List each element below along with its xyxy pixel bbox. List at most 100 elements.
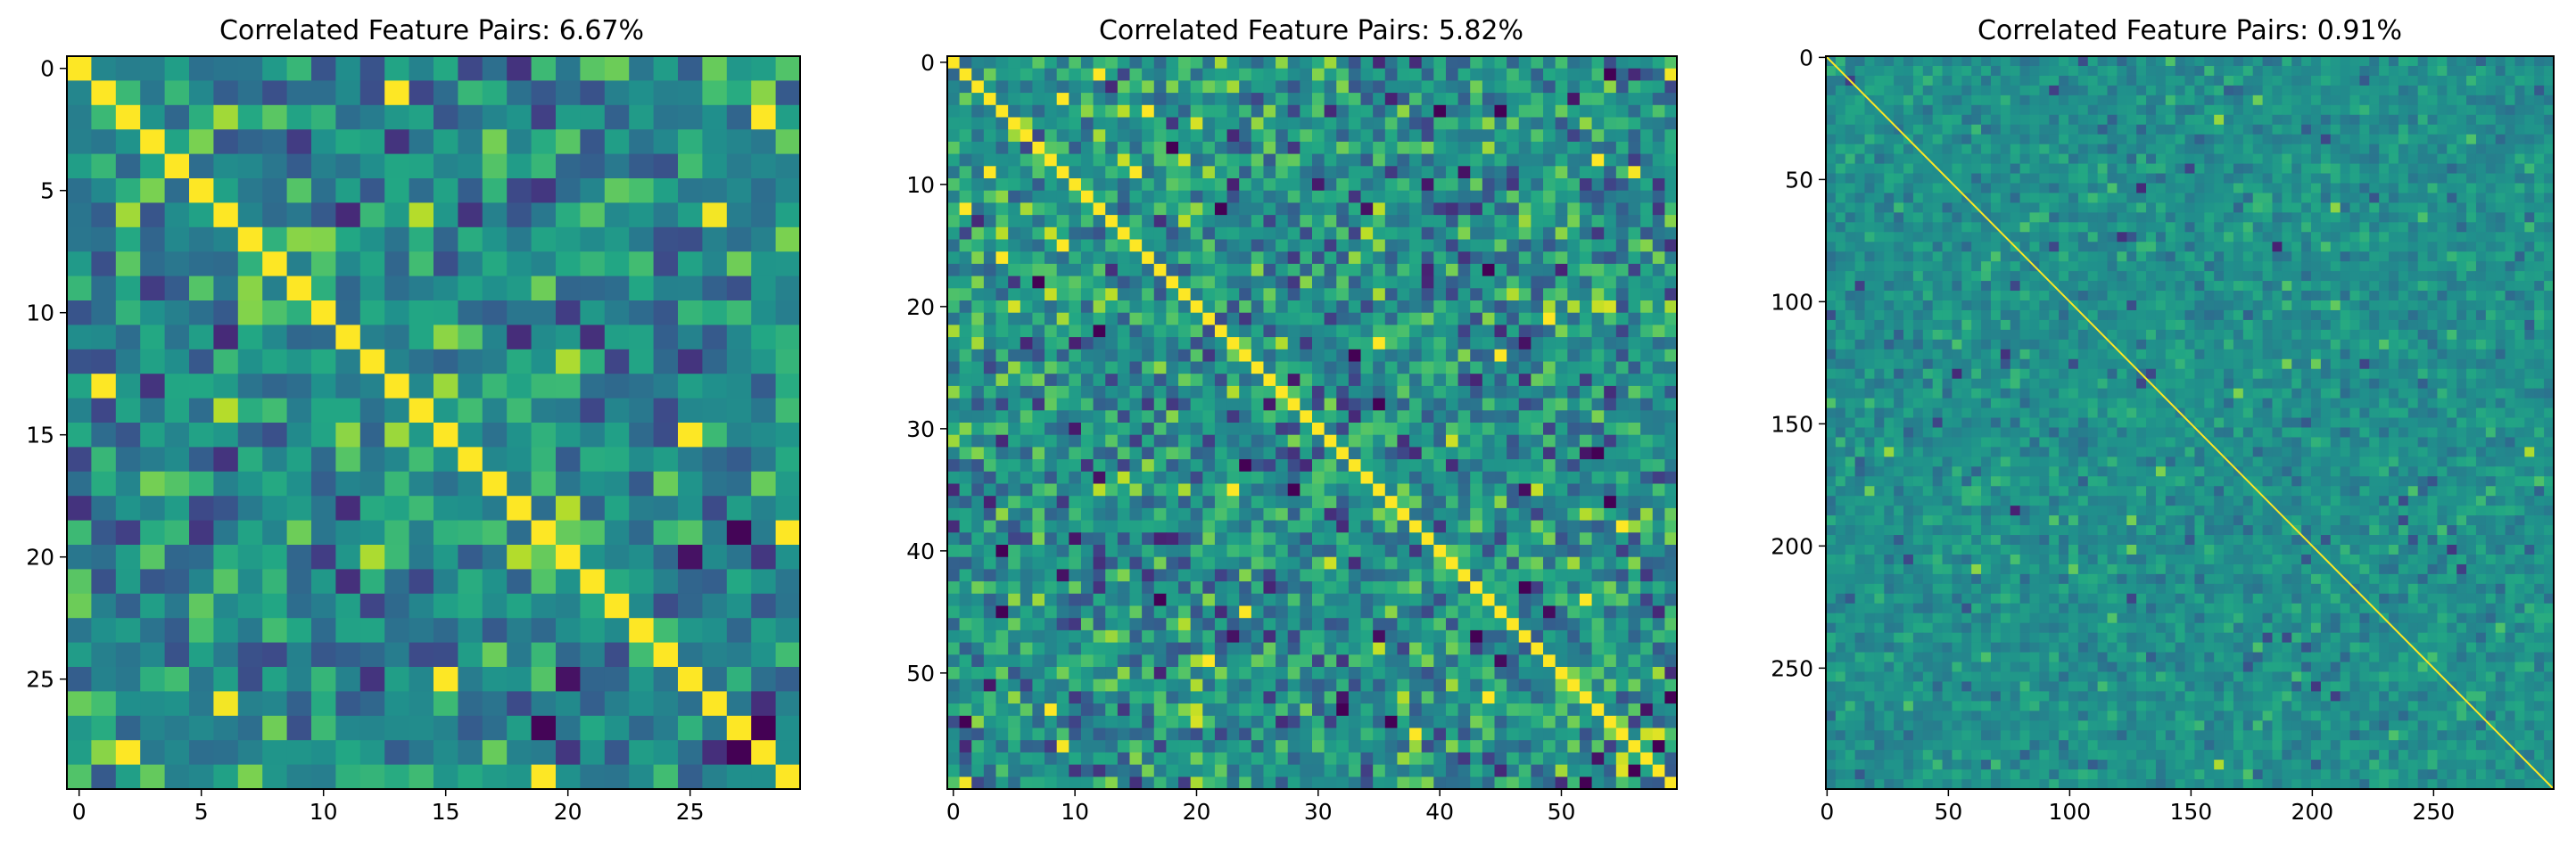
heatmap-cell (1093, 764, 1106, 777)
heatmap-cell (1373, 178, 1386, 192)
heatmap-cell (1373, 337, 1386, 350)
heatmap-cell (1226, 239, 1240, 252)
heatmap-cell (1044, 691, 1058, 704)
heatmap-cell (1579, 434, 1593, 448)
heatmap-cell (1263, 434, 1276, 448)
heatmap-cell (1239, 667, 1252, 680)
heatmap-cell (995, 496, 1009, 509)
heatmap-cell (1142, 275, 1155, 289)
heatmap-cell (1080, 629, 1094, 644)
heatmap-cell (1263, 496, 1276, 509)
heatmap-cell (1129, 117, 1143, 130)
heatmap-cell (262, 471, 288, 497)
heatmap-cell (1457, 361, 1471, 374)
heatmap-cell (1032, 178, 1045, 192)
heatmap-cell (1044, 385, 1058, 399)
heatmap-cell (1518, 703, 1532, 717)
heatmap-cell (335, 618, 361, 644)
heatmap-cell (1615, 385, 1630, 399)
heatmap-cell (1214, 678, 1228, 692)
heatmap-cell (359, 374, 385, 399)
heatmap-cell (1470, 423, 1483, 436)
heatmap-cell (286, 178, 312, 203)
heatmap-cell (1105, 337, 1119, 350)
heatmap-cell (1507, 117, 1520, 130)
heatmap-cell (1324, 93, 1337, 106)
heatmap-cell (1008, 93, 1021, 106)
heatmap-cell (1990, 75, 2002, 86)
heatmap-cell (384, 569, 410, 595)
heatmap-cell (1336, 166, 1350, 179)
heatmap-cell (1567, 190, 1581, 203)
heatmap-cell (1336, 532, 1350, 546)
heatmap-cell (1056, 691, 1069, 704)
heatmap-cell (1166, 777, 1179, 790)
heatmap-cell (1628, 447, 1641, 460)
heatmap-cell (1056, 141, 1069, 155)
heatmap-cell (359, 593, 385, 619)
heatmap-cell (1056, 752, 1069, 766)
heatmap-cell (2175, 75, 2186, 86)
heatmap-cell (995, 374, 1009, 387)
heatmap-cell (1324, 703, 1337, 717)
heatmap-cell (433, 764, 458, 790)
heatmap-cell (1020, 178, 1034, 192)
heatmap-cell (1190, 678, 1203, 692)
heatmap-cell (604, 226, 630, 252)
heatmap-cell (1579, 642, 1593, 655)
heatmap-cell (2146, 75, 2157, 86)
heatmap-cell (2010, 95, 2021, 106)
heatmap-cell (2117, 85, 2127, 96)
heatmap-cell (409, 129, 434, 155)
heatmap-cell (531, 691, 557, 717)
heatmap-cell (1093, 93, 1106, 106)
heatmap-cell (1567, 423, 1581, 436)
heatmap-cell (1445, 129, 1459, 143)
heatmap-cell (1020, 496, 1034, 509)
heatmap-cell (164, 178, 190, 203)
heatmap-cell (1080, 471, 1094, 485)
heatmap-cell (1507, 728, 1520, 741)
heatmap-cell (775, 374, 801, 399)
heatmap-cell (91, 56, 117, 81)
heatmap-cell (1445, 239, 1459, 252)
heatmap-cell (629, 618, 655, 644)
heatmap-cell (1482, 251, 1496, 265)
heatmap-cell (1373, 423, 1386, 436)
heatmap-cell (2204, 104, 2215, 116)
heatmap-cell (1056, 410, 1069, 424)
heatmap-cell (1287, 471, 1300, 485)
heatmap-cell (995, 459, 1009, 473)
heatmap-cell (1276, 226, 1289, 241)
heatmap-cell (971, 239, 985, 252)
heatmap-cell (458, 447, 483, 473)
heatmap-cell (1312, 532, 1325, 546)
heatmap-cell (1056, 104, 1069, 119)
heatmap-cell (1421, 642, 1434, 655)
heatmap-cell (1567, 239, 1581, 252)
heatmap-cell (189, 80, 214, 106)
heatmap-cell (1421, 312, 1434, 325)
heatmap-cell (1640, 129, 1654, 143)
heatmap-cell (1591, 80, 1605, 94)
heatmap-cell (604, 496, 630, 522)
heatmap-cell (1251, 275, 1265, 289)
heatmap-cell (1531, 215, 1544, 228)
heatmap-cell (1117, 471, 1131, 485)
heatmap-cell (1445, 556, 1459, 570)
heatmap-cell (1312, 141, 1325, 155)
heatmap-cell (1445, 545, 1459, 558)
heatmap-cell (507, 423, 533, 448)
heatmap-cell (1567, 337, 1581, 350)
heatmap-cell (678, 520, 703, 546)
heatmap-cell (311, 104, 336, 130)
heatmap-cell (2330, 104, 2341, 116)
heatmap-cell (67, 104, 92, 130)
heatmap-cell (1008, 642, 1021, 655)
heatmap-cell (1445, 325, 1459, 338)
heatmap-cell (2039, 75, 2050, 86)
heatmap-cell (1044, 337, 1058, 350)
heatmap-cell (140, 178, 166, 203)
heatmap-cell (1093, 569, 1106, 582)
heatmap-cell (1300, 507, 1313, 522)
